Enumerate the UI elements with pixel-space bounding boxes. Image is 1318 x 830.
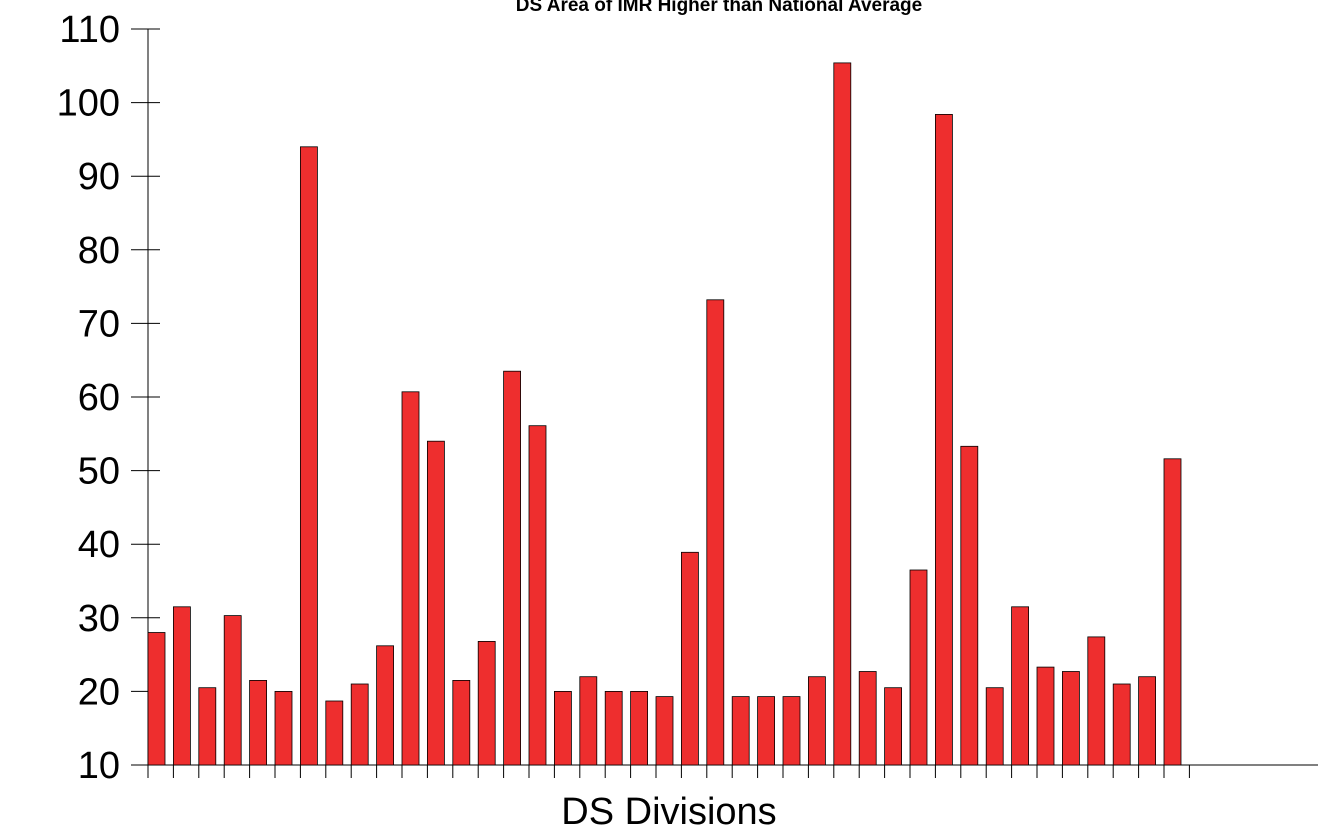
bar	[299, 146, 318, 766]
bar	[909, 569, 928, 766]
y-tick-label: 100	[57, 83, 120, 125]
bar	[554, 691, 572, 766]
bar	[426, 440, 445, 766]
bar	[1087, 636, 1106, 766]
y-tick-label: 90	[78, 156, 120, 198]
bar	[960, 445, 979, 766]
bar	[503, 370, 522, 766]
bar	[604, 691, 623, 766]
y-tick-label: 40	[78, 524, 120, 566]
y-tick-label: 80	[78, 230, 120, 272]
y-tick-label: 60	[78, 377, 120, 419]
bar	[706, 299, 725, 766]
bar	[1138, 676, 1156, 766]
x-axis	[131, 764, 1318, 778]
bar	[985, 687, 1004, 766]
y-tick-label: 110	[59, 9, 120, 51]
bar	[1112, 683, 1131, 766]
bar	[731, 696, 750, 766]
bar	[452, 680, 471, 766]
bar	[376, 645, 395, 766]
bar	[757, 696, 775, 766]
y-tick-label: 70	[78, 303, 120, 345]
bar	[223, 615, 242, 766]
bar	[630, 691, 648, 766]
bar	[655, 696, 674, 766]
x-axis-label: DS Divisions	[561, 791, 776, 830]
bars	[147, 62, 1182, 766]
bar	[172, 606, 191, 766]
bar	[808, 676, 826, 766]
bar	[1062, 671, 1080, 766]
bar	[477, 641, 496, 766]
bar	[401, 391, 420, 766]
bar	[782, 696, 801, 766]
bar	[579, 676, 598, 766]
bar	[1036, 666, 1055, 766]
bar	[528, 425, 547, 766]
bar	[858, 671, 877, 766]
bar	[884, 687, 902, 766]
bar	[198, 687, 217, 766]
bar	[249, 680, 268, 766]
y-tick-label: 20	[78, 671, 120, 713]
y-tick-label: 10	[78, 745, 120, 787]
bar	[274, 691, 293, 766]
bar	[1163, 458, 1182, 766]
chart-title: DS Area of IMR Higher than National Aver…	[516, 0, 922, 16]
y-tick-label: 50	[78, 451, 120, 493]
bar	[681, 551, 699, 766]
bar	[350, 683, 369, 766]
bar	[833, 62, 852, 766]
y-axis: 10 20 30 40 50 60 70 80 90 100 110	[57, 9, 160, 787]
bar	[147, 632, 166, 766]
bar	[1011, 606, 1029, 766]
y-tick-label: 30	[78, 598, 120, 640]
bar	[325, 700, 344, 766]
bar	[935, 114, 953, 766]
